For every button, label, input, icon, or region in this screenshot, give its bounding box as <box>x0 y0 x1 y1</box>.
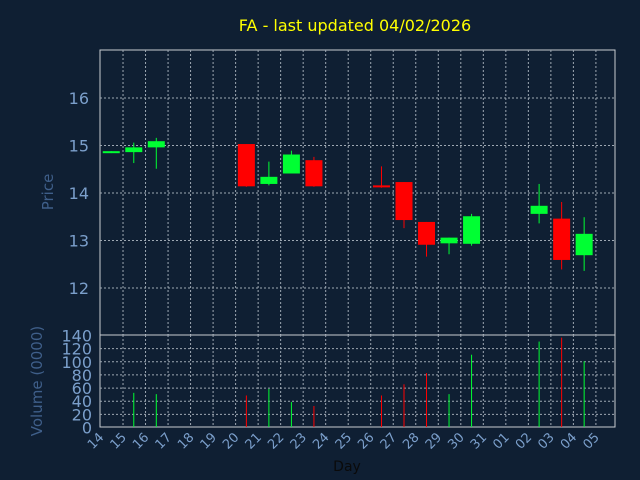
x-tick-label: 04 <box>558 430 580 452</box>
candle-23 <box>305 156 323 187</box>
candle-04 <box>575 217 593 271</box>
candle-22 <box>282 150 300 174</box>
volume-grid <box>100 335 615 427</box>
x-tick-label: 28 <box>400 430 422 452</box>
candle-body <box>418 221 436 245</box>
price-tick-label: 13 <box>69 232 89 251</box>
price-axis-label: Price <box>39 174 57 211</box>
x-tick-label: 20 <box>220 430 242 452</box>
candle-29 <box>440 237 458 255</box>
candle-30 <box>463 213 481 246</box>
x-tick-label: 22 <box>265 430 287 452</box>
x-axis-day-ticks: 14 15 16 17 18 19 20 21 22 23 24 25 26 27 28 29 30 31 01 02… <box>85 430 603 452</box>
volume-tick-label: 120 <box>61 340 92 359</box>
price-y-ticks: 12 13 14 15 16 <box>69 89 89 298</box>
candle-27 <box>395 182 413 229</box>
x-tick-label: 23 <box>288 430 310 452</box>
candle-20 <box>237 144 255 187</box>
candle-body <box>282 154 300 174</box>
volume-tick-label: 140 <box>61 327 92 346</box>
x-tick-label: 15 <box>108 430 130 452</box>
price-panel: 12 13 14 15 16 Price <box>39 49 616 336</box>
x-axis-label: Day <box>333 459 361 475</box>
x-tick-label: 19 <box>198 430 220 452</box>
x-tick-label: 21 <box>243 430 265 452</box>
x-tick-label: 03 <box>535 430 557 452</box>
candle-body <box>237 144 255 187</box>
candle-body <box>395 182 413 221</box>
candle-03 <box>553 202 571 270</box>
volume-tick-label: 0 <box>82 419 92 438</box>
candle-body <box>147 141 165 148</box>
x-tick-label: 27 <box>378 430 400 452</box>
candle-body <box>463 216 481 244</box>
x-tick-label: 05 <box>580 430 602 452</box>
x-tick-label: 26 <box>355 430 377 452</box>
x-tick-label: 18 <box>175 430 197 452</box>
candle-body <box>260 176 278 184</box>
candles <box>102 137 593 271</box>
volume-tick-label: 80 <box>72 366 92 385</box>
price-tick-label: 16 <box>69 89 89 108</box>
volume-tick-label: 60 <box>72 379 92 398</box>
candle-14 <box>102 151 120 154</box>
candle-body <box>553 218 571 260</box>
volume-axis-label: Volume (0000) <box>28 326 46 436</box>
x-tick-label: 02 <box>513 430 535 452</box>
x-tick-label: 17 <box>153 430 175 452</box>
x-tick-label: 29 <box>423 430 445 452</box>
candle-body <box>125 147 143 153</box>
volume-tick-label: 100 <box>61 353 92 372</box>
candle-body <box>372 185 390 188</box>
candle-body <box>530 205 548 214</box>
volume-bars <box>133 337 585 427</box>
price-tick-label: 12 <box>69 279 89 298</box>
candle-body <box>305 160 323 187</box>
price-tick-label: 15 <box>69 137 89 156</box>
x-tick-label: 24 <box>310 430 332 452</box>
candle-28 <box>418 221 436 257</box>
x-tick-label: 30 <box>445 430 467 452</box>
volume-tick-label: 20 <box>72 405 92 424</box>
price-tick-label: 14 <box>69 184 89 203</box>
candle-15 <box>125 142 143 164</box>
candle-body <box>440 237 458 244</box>
x-tick-label: 31 <box>468 430 490 452</box>
candle-26 <box>372 166 390 188</box>
volume-tick-label: 40 <box>72 392 92 411</box>
candle-21 <box>260 161 278 186</box>
candle-body <box>102 151 120 154</box>
candle-body <box>575 233 593 256</box>
price-grid <box>100 50 615 335</box>
x-tick-label: 25 <box>333 430 355 452</box>
x-tick-label: 01 <box>490 430 512 452</box>
candle-16 <box>147 137 165 169</box>
x-tick-label: 16 <box>130 430 152 452</box>
candle-02 <box>530 183 548 224</box>
chart-title: FA - last updated 04/02/2026 <box>239 16 471 35</box>
volume-plot-frame <box>99 334 616 428</box>
